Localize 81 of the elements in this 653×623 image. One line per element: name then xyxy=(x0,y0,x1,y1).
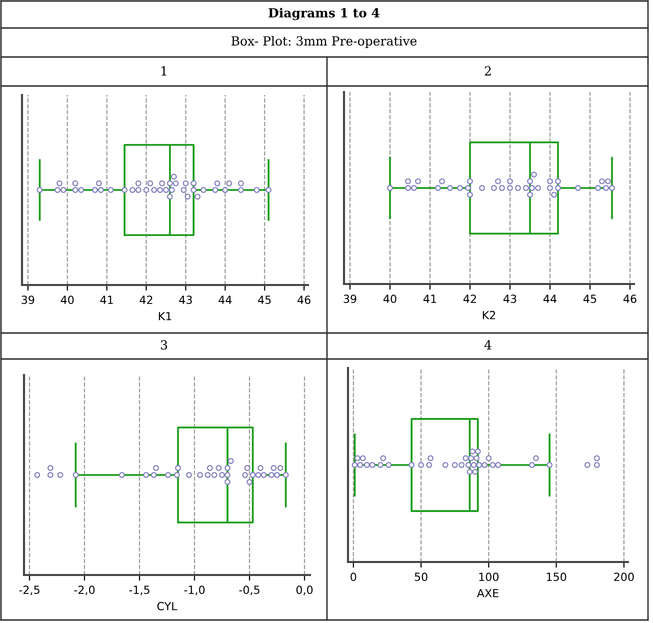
point xyxy=(174,472,180,478)
point xyxy=(418,462,424,468)
text: Diagrams 1 to 4 xyxy=(268,8,380,20)
point xyxy=(458,462,465,468)
x-tick-label: 45 xyxy=(258,296,271,304)
point xyxy=(186,472,192,478)
point xyxy=(282,472,289,478)
point xyxy=(452,462,458,468)
x-tick-label: 0,0 xyxy=(296,586,313,596)
x-tick-label: 41 xyxy=(423,294,436,303)
point xyxy=(546,462,553,468)
point xyxy=(274,472,280,478)
x-axis-title: CYL xyxy=(157,602,178,610)
point xyxy=(242,472,248,478)
x-tick-label: -1,5 xyxy=(129,586,150,596)
x-tick-label: 39 xyxy=(344,294,356,304)
point xyxy=(386,462,392,468)
x-tick-label: -1,0 xyxy=(184,586,205,596)
x-tick-label: 46 xyxy=(623,294,636,304)
point xyxy=(219,472,225,478)
point xyxy=(352,462,358,468)
point xyxy=(495,462,502,468)
x-tick-label: 0 xyxy=(350,572,356,582)
x-tick-label: 45 xyxy=(583,294,596,304)
point xyxy=(465,462,472,468)
point xyxy=(143,472,150,478)
x-tick-label: 150 xyxy=(546,572,566,582)
point xyxy=(224,472,230,478)
text: Box- Plot: 3mm Pre-operative xyxy=(232,36,417,48)
point xyxy=(250,472,256,478)
chart-title: 2 xyxy=(484,66,491,76)
x-tick-label: 43 xyxy=(503,294,516,304)
x-tick-label: 40 xyxy=(60,296,74,304)
point xyxy=(482,462,488,468)
point xyxy=(369,462,376,468)
x-tick-label: 200 xyxy=(614,572,634,582)
point xyxy=(47,472,54,478)
point xyxy=(408,462,415,468)
point xyxy=(260,472,267,478)
x-tick-label: 50 xyxy=(414,572,428,582)
x-tick-label: 42 xyxy=(140,296,152,304)
point xyxy=(490,462,496,468)
point xyxy=(197,472,203,478)
point xyxy=(34,472,40,478)
x-tick-label: 100 xyxy=(479,572,499,582)
point xyxy=(211,472,218,478)
point xyxy=(364,462,370,468)
point xyxy=(584,462,590,468)
x-tick-label: -2,5 xyxy=(19,586,40,596)
chart-title: 3 xyxy=(160,340,168,350)
x-tick-label: 46 xyxy=(298,296,310,304)
x-tick-label: -2,0 xyxy=(74,586,95,596)
point xyxy=(594,462,600,468)
point xyxy=(476,462,482,468)
point xyxy=(255,472,262,478)
x-tick-label: 42 xyxy=(463,294,476,303)
point xyxy=(204,472,211,478)
point xyxy=(150,472,157,478)
point xyxy=(268,472,274,478)
chart-title: 4 xyxy=(484,340,492,350)
x-axis-title: AXE xyxy=(476,589,498,598)
point xyxy=(118,472,125,478)
point xyxy=(72,472,79,478)
point xyxy=(378,462,384,468)
x-tick-label: 39 xyxy=(22,296,34,304)
x-axis-title: K2 xyxy=(482,310,496,320)
x-tick-label: 43 xyxy=(179,296,192,304)
x-tick-label: -0,5 xyxy=(239,586,260,596)
x-tick-label: 41 xyxy=(100,296,113,304)
x-tick-label: 44 xyxy=(543,294,556,303)
point xyxy=(357,462,364,468)
x-tick-label: 40 xyxy=(383,294,396,304)
point xyxy=(442,462,448,468)
point xyxy=(57,472,64,478)
point xyxy=(165,472,172,478)
point xyxy=(426,462,432,468)
chart-title: 1 xyxy=(162,66,166,76)
x-axis-title: K1 xyxy=(158,312,172,320)
point xyxy=(529,462,535,468)
point xyxy=(470,462,477,468)
x-tick-label: 44 xyxy=(218,296,232,304)
